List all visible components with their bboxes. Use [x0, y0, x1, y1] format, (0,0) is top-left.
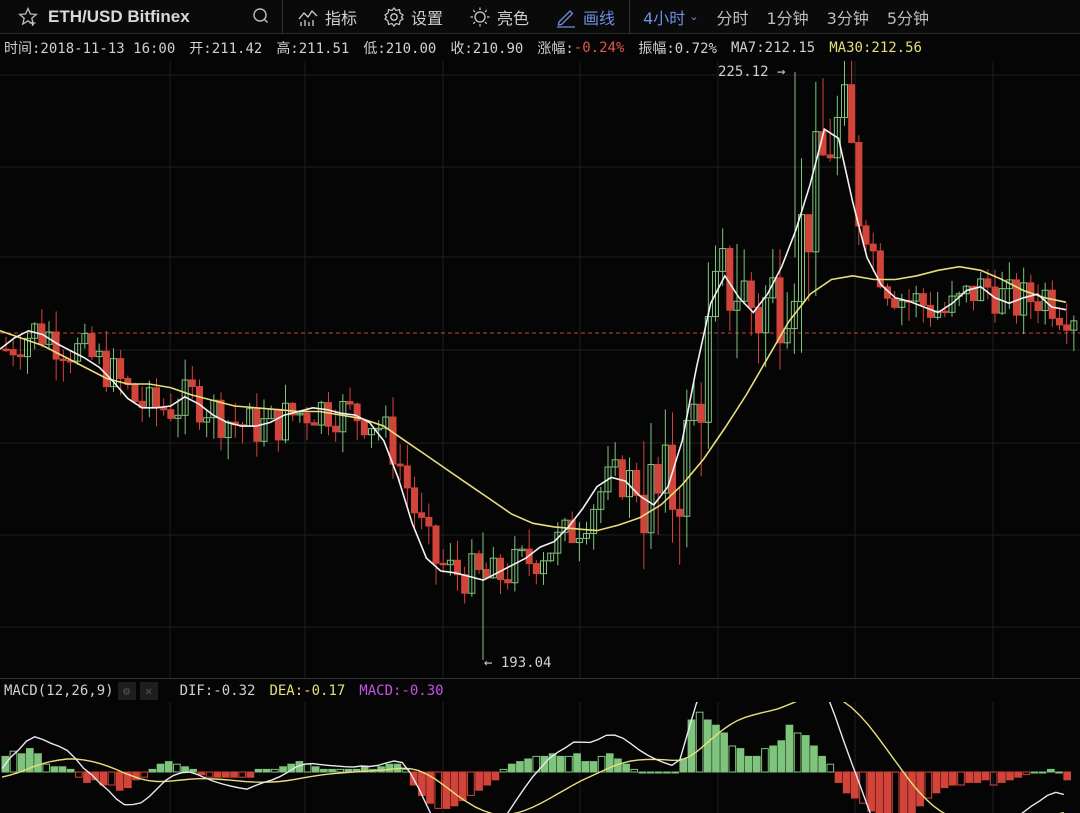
theme-toggle-button[interactable]: 亮色 [455, 0, 529, 33]
interval-1min[interactable]: 1分钟 [766, 8, 809, 28]
macd-dea: DEA:-0.17 [269, 682, 346, 699]
macd-title: MACD(12,26,9) [4, 682, 114, 699]
info-low: 低:210.00 [363, 41, 437, 57]
dif-line [1, 702, 1064, 813]
info-close: 收:210.90 [450, 41, 524, 57]
ma30-line [0, 265, 1067, 532]
macd-header: MACD(12,26,9) ⚙ ✕ DIF:-0.32 DEA:-0.17 MA… [0, 678, 1080, 702]
draw-label: 画线 [583, 8, 616, 28]
macd-dif: DIF:-0.32 [179, 682, 256, 699]
info-open: 开:211.42 [189, 41, 263, 57]
info-change-value: -0.24% [573, 40, 625, 56]
symbol-name[interactable]: ETH/USD Bitfinex [48, 6, 190, 26]
settings-label: 设置 [411, 8, 444, 28]
draw-line-button[interactable]: 画线 [541, 0, 615, 33]
info-high: 高:211.51 [276, 41, 350, 57]
interval-4h-dropdown[interactable]: 4小时 ⌄ [634, 0, 707, 33]
macd-chart[interactable] [0, 702, 1080, 813]
info-ma7: MA7:212.15 [730, 40, 816, 56]
indicators-label: 指标 [325, 8, 358, 28]
grid-lines [0, 61, 1080, 678]
info-change-label: 涨幅: [537, 41, 574, 57]
interval-4h-label: 4小时 [643, 8, 686, 28]
indicator-icon [298, 9, 318, 26]
ohlc-info-bar: 时间:2018-11-13 16:00 开:211.42 高:211.51 低:… [0, 35, 1080, 61]
gear-icon [384, 6, 404, 27]
candles [2, 61, 1078, 660]
favorite-star-icon[interactable] [18, 6, 38, 27]
info-ma30: MA30:212.56 [829, 40, 922, 56]
toolbar-divider [629, 0, 631, 34]
interval-timeshare[interactable]: 分时 [716, 8, 749, 28]
indicators-button[interactable]: 指标 [283, 0, 357, 33]
macd-close-icon[interactable]: ✕ [139, 681, 158, 700]
info-time: 时间:2018-11-13 16:00 [4, 41, 176, 57]
candlestick-chart[interactable]: 225.12 → ← 193.04 [0, 61, 1080, 678]
symbol-section: ETH/USD Bitfinex [0, 0, 283, 33]
top-toolbar: ETH/USD Bitfinex 指标 设置 亮色 画线 [0, 0, 1080, 34]
info-amplitude: 振幅:0.72% [638, 41, 717, 57]
ma7-line [0, 127, 1067, 581]
macd-histogram [1, 711, 1071, 813]
theme-label: 亮色 [497, 8, 530, 28]
interval-5min[interactable]: 5分钟 [886, 8, 930, 28]
settings-button[interactable]: 设置 [369, 0, 443, 33]
macd-settings-gear-icon[interactable]: ⚙ [117, 681, 136, 700]
sun-icon [470, 7, 490, 26]
interval-3min[interactable]: 3分钟 [826, 8, 869, 28]
dea-line [1, 702, 1064, 813]
chevron-down-icon: ⌄ [689, 10, 699, 23]
search-icon[interactable] [252, 7, 270, 25]
max-price-label: 225.12 → [718, 64, 785, 80]
macd-value: MACD:-0.30 [359, 682, 444, 699]
min-price-label: ← 193.04 [484, 655, 551, 671]
pencil-icon [557, 9, 576, 28]
